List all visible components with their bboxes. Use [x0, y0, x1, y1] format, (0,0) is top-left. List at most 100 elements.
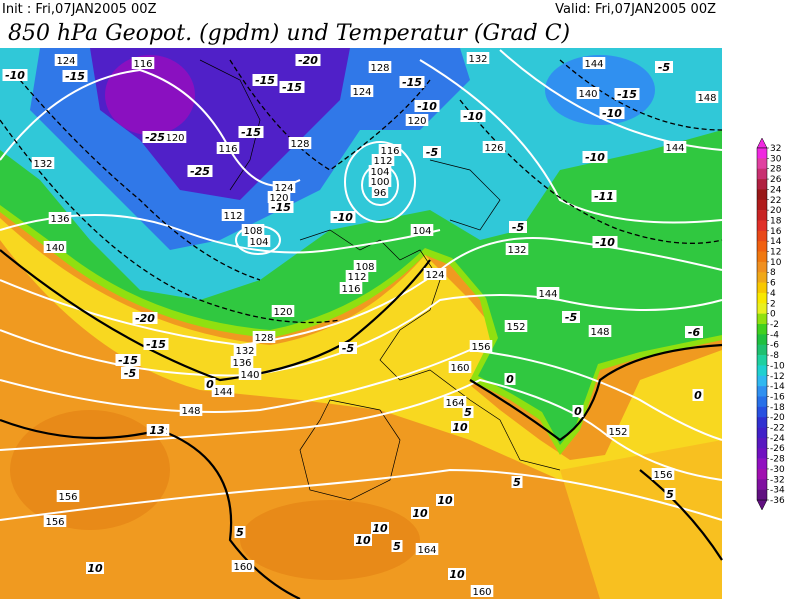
temperature-label: -10 [2, 69, 28, 82]
temperature-label: 10 [354, 534, 372, 547]
geopotential-label: 124 [272, 181, 296, 194]
geopotential-text: 144 [213, 387, 232, 398]
colorbar-segment [757, 334, 767, 346]
label-box [448, 568, 466, 580]
label-box [378, 144, 402, 156]
label-box [470, 585, 494, 597]
colorbar-segment [757, 468, 767, 480]
geopotential-label: 152 [504, 320, 528, 333]
colorbar-label: -26 [770, 444, 785, 454]
label-box [415, 543, 439, 555]
geopotential-text: 136 [232, 358, 251, 369]
geopotential-text: 140 [240, 370, 259, 381]
temperature-label: 5 [511, 476, 523, 489]
colorbar-label: 28 [770, 165, 782, 175]
label-box [391, 540, 403, 552]
temperature-text: -10 [417, 100, 437, 113]
geopotential-text: 140 [578, 89, 597, 100]
label-box [142, 131, 168, 143]
label-box [504, 373, 516, 385]
label-box [591, 190, 617, 202]
temperature-label: -5 [423, 146, 441, 159]
label-box [2, 69, 28, 81]
colorbar-label: -10 [770, 361, 785, 371]
geopotential-text: 132 [468, 54, 487, 65]
colorbar-label: -16 [770, 392, 785, 402]
label-box [371, 522, 389, 534]
label-box [238, 126, 264, 138]
contour [0, 68, 301, 187]
geopotential-label: 140 [43, 241, 67, 254]
temperature-text: 10 [372, 522, 388, 535]
map-title: 850 hPa Geopot. (gpdm) und Temperatur (G… [8, 21, 570, 46]
geopotential-text: 152 [506, 322, 525, 333]
label-box [48, 212, 72, 224]
label-box [148, 424, 166, 436]
contour [0, 348, 723, 441]
warm-patch [240, 500, 420, 580]
temperature-text: -15 [271, 201, 291, 214]
geopotential-text: 112 [373, 156, 392, 167]
geopotential-label: 96 [371, 186, 389, 199]
temperature-label: -15 [268, 201, 294, 214]
colorbar-label: 26 [770, 175, 782, 185]
colorbar-label: -28 [770, 455, 785, 465]
contour [0, 294, 723, 377]
colorbar-segment [757, 324, 767, 335]
temperature-label: 0 [692, 389, 704, 402]
colorbar-label: 32 [770, 144, 781, 154]
label-box [599, 107, 625, 119]
label-box [231, 560, 255, 572]
geopotential-label: 124 [350, 85, 374, 98]
coastline [299, 399, 401, 501]
geopotential-text: 128 [290, 139, 309, 150]
geopotential-label: 112 [345, 270, 369, 283]
geopotential-text: 96 [374, 188, 387, 199]
colorbar-label: 14 [770, 237, 782, 247]
label-box [504, 320, 528, 332]
colorbar-label: 18 [770, 216, 782, 226]
temperature-label: 10 [371, 522, 389, 535]
temperature-label: -15 [399, 76, 425, 89]
geopotential-label: 112 [371, 154, 395, 167]
contour [344, 141, 416, 223]
label-box [353, 260, 377, 272]
temperature-label: -10 [330, 211, 356, 224]
label-box [43, 241, 67, 253]
temperature-text: 5 [236, 526, 244, 539]
temperature-text: -25 [145, 131, 165, 144]
colorbar-label: -8 [770, 351, 779, 361]
label-box [414, 100, 440, 112]
label-box [614, 88, 640, 100]
colorbar-label: -12 [770, 372, 785, 382]
geopotential-label: 140 [238, 368, 262, 381]
geopotential-text: 148 [697, 93, 716, 104]
geopotential-label: 104 [410, 224, 434, 237]
geopotential-label: 136 [48, 212, 72, 225]
warm-patch [10, 410, 170, 530]
colorbar-label: -20 [770, 413, 785, 423]
label-box [339, 342, 357, 354]
temperature-label: 5 [462, 406, 474, 419]
geopotential-label: 104 [368, 165, 392, 178]
label-box [606, 425, 630, 437]
colorbar-segment [757, 230, 767, 242]
geopotential-label: 128 [252, 331, 276, 344]
colorbar-arrow [756, 137, 768, 149]
geopotential-text: 148 [590, 327, 609, 338]
label-box [536, 287, 560, 299]
geopotential-label: 116 [339, 282, 363, 295]
temperature-text: 0 [694, 389, 702, 402]
colorbar-label: -18 [770, 403, 785, 413]
geopotential-text: 120 [407, 116, 426, 127]
label-box [588, 325, 612, 337]
geopotential-text: 124 [274, 183, 293, 194]
temperature-text: 10 [87, 562, 103, 575]
label-box [272, 181, 296, 193]
geopotential-label: 128 [368, 61, 392, 74]
geopotential-text: 160 [233, 562, 252, 573]
label-box [460, 110, 486, 122]
label-box [241, 224, 265, 236]
geopotential-text: 120 [273, 307, 292, 318]
geopotential-text: 108 [355, 262, 374, 273]
